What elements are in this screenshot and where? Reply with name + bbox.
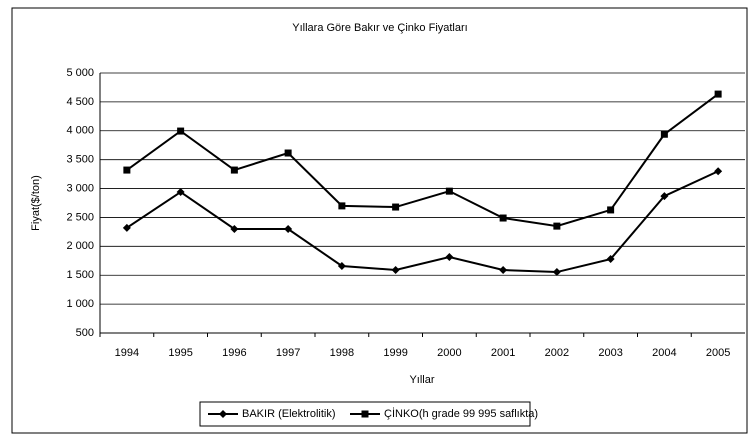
marker [391,266,400,275]
legend-label: BAKIR (Elektrolitik) [242,408,336,420]
x-tick-label: 1998 [330,347,354,359]
marker [122,223,131,232]
x-tick-label: 2004 [652,347,676,359]
marker [499,266,508,275]
x-tick-label: 1994 [115,347,139,359]
marker [230,225,239,233]
marker [123,166,131,174]
legend-marker [361,410,369,418]
legend-box [199,401,531,427]
y-tick-label: 4 000 [66,125,94,137]
x-tick-label: 2001 [491,347,515,359]
marker [445,187,453,195]
marker [714,90,722,98]
y-axis-label: Fiyat($/ton) [30,175,42,231]
marker [445,253,454,262]
x-tick-label: 2000 [437,347,461,359]
marker [392,203,400,211]
legend-label: ÇİNKO(h grade 99 995 saflıkta) [384,407,538,420]
marker [607,206,615,214]
x-tick-label: 2002 [545,347,569,359]
marker [499,214,507,222]
y-tick-label: 2 500 [66,211,94,223]
marker [284,225,293,233]
x-axis-label: Yıllar [409,374,434,386]
marker [660,192,669,201]
marker [338,202,346,210]
marker [552,268,561,277]
marker [606,255,615,264]
x-tick-label: 1996 [222,347,246,359]
marker [230,166,238,174]
y-tick-label: 1 500 [66,269,94,281]
legend-marker [219,410,227,418]
x-tick-label: 1997 [276,347,300,359]
marker [337,261,346,270]
marker [177,127,185,135]
x-tick-label: 1995 [168,347,192,359]
series-line [126,170,719,274]
x-tick-label: 1999 [383,347,407,359]
y-tick-label: 1 000 [66,298,94,310]
series-line [126,93,719,228]
marker [714,167,723,176]
y-tick-label: 3 500 [66,154,94,166]
y-tick-label: 500 [76,327,94,339]
marker [553,222,561,230]
chart-title: Yıllara Göre Bakır ve Çinko Fiyatları [292,22,467,34]
marker [660,130,668,138]
x-tick-label: 2005 [706,347,730,359]
chart-border [11,7,748,434]
y-tick-label: 4 500 [66,96,94,108]
y-tick-label: 5 000 [66,67,94,79]
y-tick-label: 3 000 [66,182,94,194]
marker [284,149,292,157]
y-tick-label: 2 000 [66,240,94,252]
marker [176,188,185,197]
x-tick-label: 2003 [598,347,622,359]
